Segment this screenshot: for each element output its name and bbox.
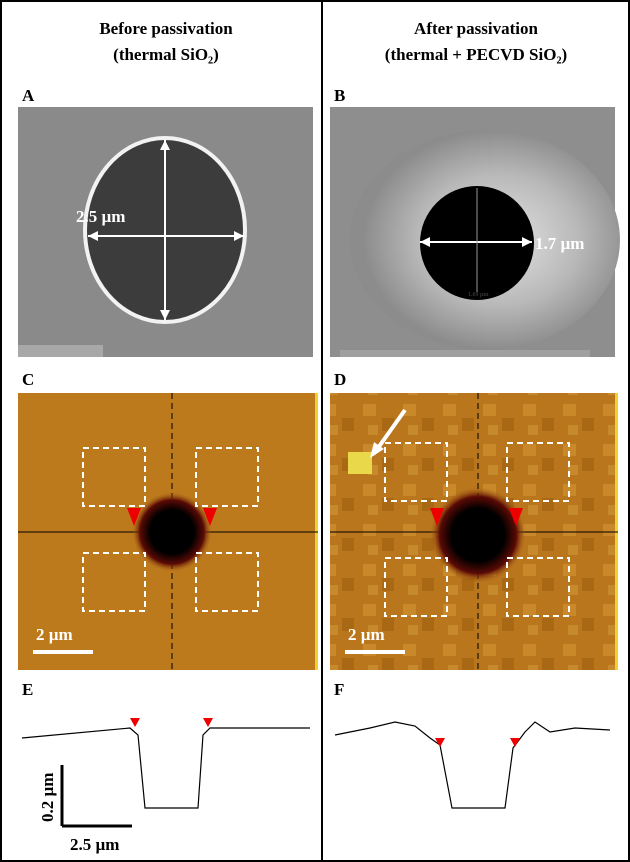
column-title: After passivation: [414, 19, 538, 38]
afm-image-d-part: [506, 557, 570, 617]
profile-e-part: [21, 727, 310, 809]
afm-image-d-part: [430, 508, 523, 526]
sem-image-b: [330, 107, 620, 357]
sem-image-b-part: [340, 350, 590, 357]
afm-image-c: [18, 393, 318, 670]
diameter-label: 1.7 µm: [535, 234, 584, 253]
afm-image-c-part: [82, 447, 146, 507]
afm-image-d-part: [376, 408, 407, 450]
panel-label: E: [22, 680, 33, 699]
profile-f: [334, 721, 611, 809]
afm-image-c-part: [127, 508, 217, 526]
afm-image-c-part: [195, 447, 259, 507]
column-subtitle: (thermal SiO₂): [113, 45, 219, 64]
profile-f-part: [435, 738, 520, 747]
diameter-label: 2.5 µm: [76, 207, 125, 226]
scale-label: 2.5 µm: [70, 835, 119, 854]
afm-image-d-part: [430, 487, 526, 583]
scale-label: 0.2 µm: [38, 773, 57, 822]
sem-image-a-part: [18, 345, 103, 357]
column-subtitle: (thermal + PECVD SiO₂): [385, 45, 567, 64]
sem-image-a: [18, 107, 313, 357]
profile-e: [21, 718, 310, 828]
afm-image-c-part: [82, 552, 146, 612]
afm-image-d-part: [384, 442, 448, 502]
afm-image-d-part: [348, 452, 372, 474]
afm-image-d-part: [370, 442, 384, 458]
afm-image-d: [330, 393, 618, 670]
profile-f-part: [334, 721, 611, 809]
column-title: Before passivation: [99, 19, 233, 38]
scale-label: 2 µm: [36, 625, 73, 644]
profile-e-part: [130, 718, 213, 727]
afm-image-c-part: [132, 492, 212, 572]
panel-label: B: [334, 86, 345, 105]
panel-label: F: [334, 680, 344, 699]
measurement-label: 1.69 µm: [468, 292, 488, 298]
panel-label: D: [334, 370, 346, 389]
afm-image-d-part: [506, 442, 570, 502]
panel-label: C: [22, 370, 34, 389]
panel-label: A: [22, 86, 35, 105]
afm-image-d-part: [384, 557, 448, 617]
afm-image-c-part: [195, 552, 259, 612]
scale-label: 2 µm: [348, 625, 385, 644]
